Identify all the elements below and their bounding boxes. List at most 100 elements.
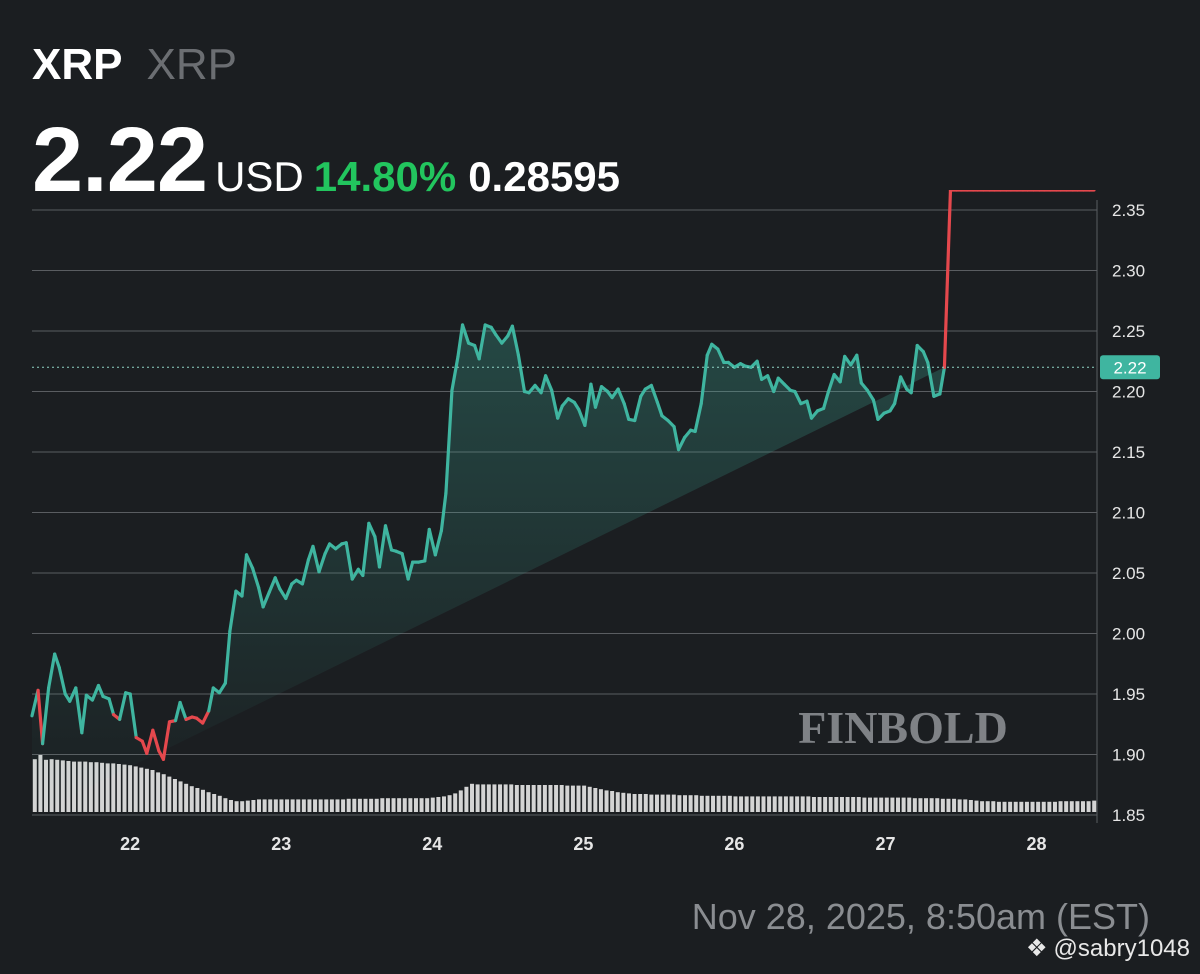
line-segment (361, 521, 371, 578)
line-segment (655, 400, 664, 418)
volume-bar (279, 799, 284, 812)
line-segment (173, 700, 182, 723)
y-tick-label: 1.90 (1112, 746, 1145, 765)
y-axis: 1.85 1.90 1.95 2.00 2.05 2.10 2.15 2.20 2.25 2.30… (1096, 200, 1145, 825)
volume-bar (772, 796, 777, 812)
volume-bar (722, 795, 727, 812)
volume-bar (285, 799, 290, 812)
line-segment (494, 333, 504, 345)
volume-bar (1092, 800, 1097, 812)
volume-bar (470, 783, 475, 812)
volume-bar (817, 797, 822, 812)
volume-bar (139, 767, 144, 812)
volume-bar (520, 785, 525, 812)
volume-bar (744, 796, 749, 812)
current-price-badge-label: 2.22 (1113, 358, 1146, 377)
line-segment (261, 590, 271, 609)
line-segment (267, 576, 277, 594)
volume-bar (374, 798, 379, 812)
volume-bar (419, 798, 424, 812)
volume-bar (626, 793, 631, 812)
volume-bar (593, 788, 598, 812)
line-segment (855, 353, 863, 385)
volume-bar (1080, 801, 1085, 812)
volume-bar (795, 796, 800, 812)
volume-bar (890, 797, 895, 812)
volume-bar (565, 785, 570, 812)
volume-bar (301, 799, 306, 812)
volume-bar (604, 790, 609, 812)
x-axis: 22 23 24 25 26 27 28 (120, 834, 1046, 854)
line-segment (367, 521, 377, 539)
line-segment (766, 374, 776, 394)
line-segment (921, 349, 930, 365)
price-row: 2.22 USD 14.80% 0.28595 (32, 108, 620, 213)
volume-bar (963, 799, 968, 812)
price-chart: 1.85 1.90 1.95 2.00 2.05 2.10 2.15 2.20 2.25 2.30… (30, 190, 1160, 854)
line-segment (344, 541, 354, 581)
volume-bar (206, 792, 211, 812)
line-segment (284, 582, 294, 601)
current-price-marker: 2.22 (32, 355, 1160, 380)
y-tick-label: 2.05 (1112, 564, 1145, 583)
line-segment (74, 686, 84, 735)
current-price: 2.22 (32, 109, 208, 211)
volume-bar (576, 785, 581, 812)
volume-bar (912, 798, 917, 812)
volume-bar (873, 797, 878, 812)
volume-bar (122, 764, 127, 812)
line-segment (516, 353, 527, 394)
volume-bar (335, 799, 340, 812)
volume-bar (856, 797, 861, 812)
volume-bar (946, 798, 951, 812)
volume-bar (100, 762, 105, 812)
diamond-icon: ❖ (1026, 935, 1048, 962)
volume-bar (929, 798, 934, 812)
volume-bar (638, 794, 643, 812)
line-segment (871, 398, 880, 421)
volume-bar (879, 797, 884, 812)
line-segment (942, 190, 953, 369)
volume-bar (150, 770, 155, 812)
volume-bar (548, 785, 553, 812)
line-segment (161, 720, 172, 761)
line-segment (118, 691, 128, 722)
line-segment (826, 372, 836, 395)
volume-bar (862, 797, 867, 812)
volume-bar (184, 783, 189, 812)
line-segment (676, 435, 687, 452)
line-segment (693, 402, 703, 434)
volume-bar (671, 794, 676, 812)
volume-bar (761, 796, 766, 812)
volume-bar (307, 799, 312, 812)
volume-bar (94, 762, 99, 812)
x-tick-label: 26 (724, 834, 744, 854)
line-segment (128, 692, 138, 740)
line-segment (439, 491, 448, 533)
volume-bar (823, 797, 828, 812)
line-segment (40, 686, 51, 746)
volume-bar (1047, 801, 1052, 812)
line-segment (793, 389, 803, 406)
volume-bar (167, 776, 172, 812)
line-segment (53, 652, 61, 669)
volume-bar (851, 797, 856, 812)
volume-bar (991, 801, 996, 812)
volume-bar (352, 798, 357, 812)
line-segment (899, 375, 909, 391)
volume-bar (346, 798, 351, 812)
volume-bar (952, 798, 957, 812)
line-segment (178, 700, 188, 722)
volume-bar (1036, 801, 1041, 812)
asset-ticker-secondary: XRP (146, 40, 237, 89)
volume-bar (901, 797, 906, 812)
title-row: XRP XRP (32, 40, 237, 90)
line-segment (772, 376, 780, 394)
volume-bar (88, 762, 93, 812)
y-tick-label: 1.85 (1112, 806, 1145, 825)
volume-bar (458, 790, 463, 812)
volume-bar (828, 797, 833, 812)
volume-bar (447, 795, 452, 812)
volume-bar (867, 797, 872, 812)
x-tick-label: 27 (875, 834, 895, 854)
